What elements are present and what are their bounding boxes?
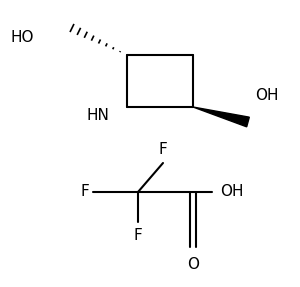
Text: OH: OH bbox=[220, 185, 244, 199]
Text: HO: HO bbox=[10, 30, 34, 44]
Text: OH: OH bbox=[255, 88, 278, 102]
Polygon shape bbox=[193, 107, 249, 127]
Text: F: F bbox=[134, 228, 142, 243]
Text: F: F bbox=[80, 185, 89, 199]
Text: F: F bbox=[159, 142, 167, 157]
Text: O: O bbox=[187, 257, 199, 272]
Text: HN: HN bbox=[87, 108, 110, 123]
